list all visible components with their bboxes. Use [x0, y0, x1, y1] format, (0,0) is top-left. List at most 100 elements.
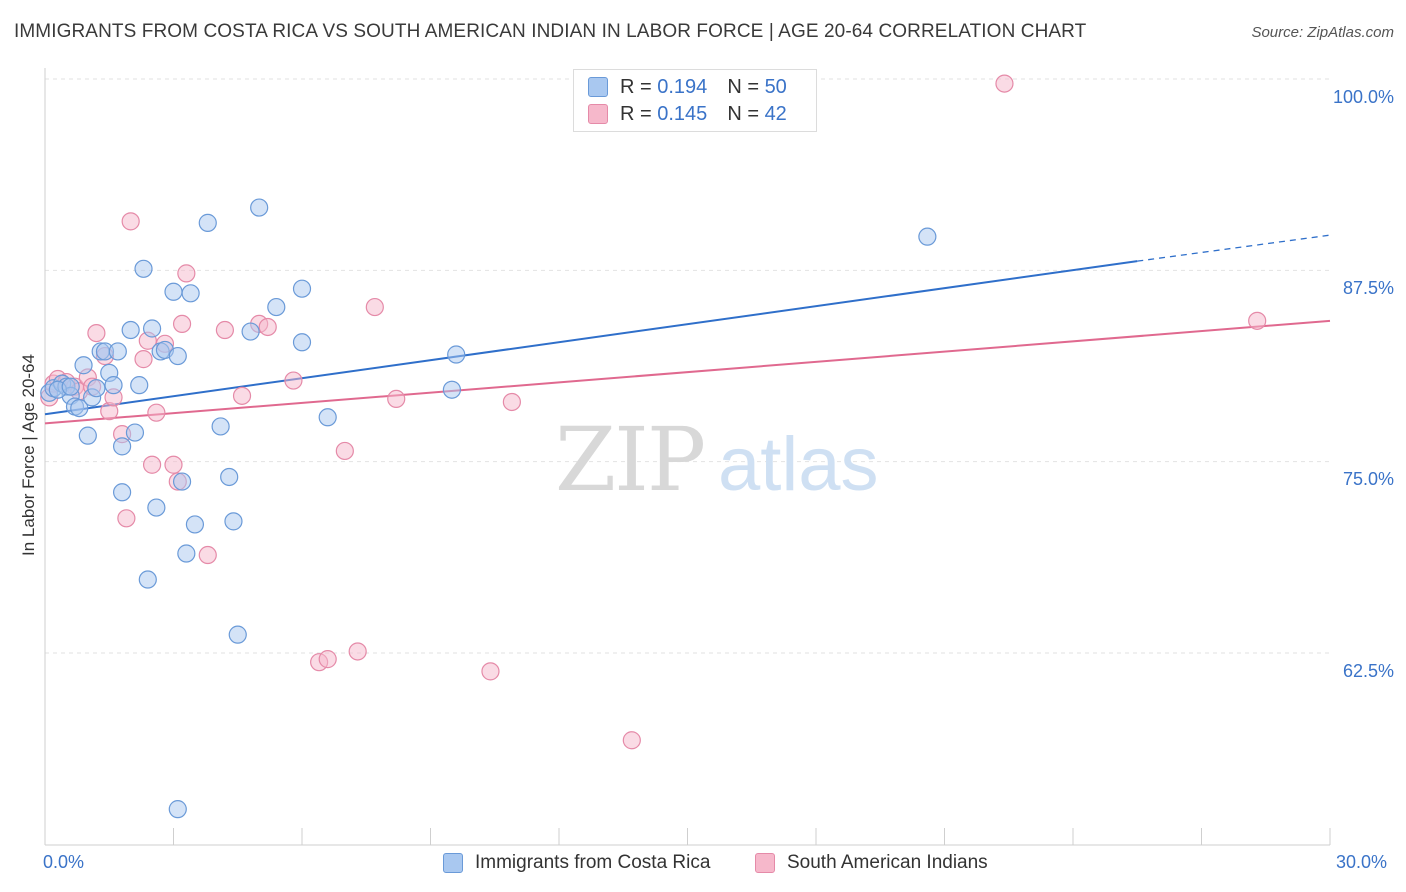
legend-n-label: N = — [727, 75, 759, 98]
data-point-costa-rica — [241, 322, 260, 341]
trend-line-costa-rica — [44, 260, 1138, 416]
data-point-south-american-indians — [142, 455, 162, 474]
data-point-costa-rica — [447, 345, 466, 364]
y-tick-62-5: 62.5% — [1342, 661, 1394, 681]
watermark-zip: ZIP — [555, 408, 704, 511]
data-point-south-american-indians — [172, 314, 192, 334]
data-point-costa-rica — [138, 570, 157, 589]
data-point-south-american-indians — [365, 297, 384, 317]
legend-row-pink: R = 0.145 N = 42 — [588, 102, 787, 126]
data-point-costa-rica — [164, 282, 183, 301]
data-point-costa-rica — [918, 227, 937, 246]
data-point-south-american-indians — [177, 264, 196, 283]
data-point-costa-rica — [78, 426, 97, 445]
legend-row-blue: R = 0.194 N = 50 — [588, 75, 787, 99]
data-point-costa-rica — [211, 417, 230, 436]
data-point-costa-rica — [224, 512, 243, 531]
trend-lines — [44, 234, 1331, 425]
data-point-costa-rica — [147, 498, 166, 517]
stats-legend: R = 0.194 N = 50 R = 0.145 N = 42 — [573, 69, 817, 132]
data-point-costa-rica — [112, 483, 132, 502]
data-point-south-american-indians — [258, 317, 277, 337]
data-point-costa-rica — [220, 467, 239, 487]
data-point-south-american-indians — [335, 441, 354, 461]
data-point-costa-rica — [172, 472, 192, 491]
data-point-costa-rica — [185, 515, 205, 534]
data-point-costa-rica — [267, 297, 286, 317]
legend-swatch-pink — [588, 104, 608, 124]
data-point-costa-rica — [442, 380, 462, 399]
bottom-legend-label: Immigrants from Costa Rica — [475, 852, 711, 873]
data-point-costa-rica — [318, 408, 337, 427]
data-point-south-american-indians — [121, 212, 140, 231]
y-tick-87-5: 87.5% — [1342, 278, 1394, 298]
x-tick-min: 0.0% — [43, 852, 85, 872]
data-point-south-american-indians — [481, 662, 500, 681]
data-point-south-american-indians — [995, 74, 1014, 93]
data-point-south-american-indians — [117, 509, 136, 528]
data-point-south-american-indians — [348, 642, 367, 661]
legend-r-label: R = — [620, 102, 652, 125]
data-point-south-american-indians — [284, 371, 303, 390]
series-immigrants-from-costa-rica — [40, 198, 937, 819]
data-point-costa-rica — [104, 376, 123, 395]
chart-source: Source: ZipAtlas.com — [1251, 24, 1394, 41]
data-point-costa-rica — [70, 398, 89, 418]
data-point-costa-rica — [142, 319, 162, 338]
watermark-atlas: atlas — [718, 422, 879, 507]
data-point-costa-rica — [177, 544, 196, 563]
axes — [44, 68, 1331, 846]
data-point-south-american-indians — [198, 545, 217, 565]
data-point-south-american-indians — [215, 320, 234, 340]
data-point-costa-rica — [130, 376, 149, 395]
data-point-costa-rica — [121, 320, 140, 340]
data-point-costa-rica — [168, 800, 187, 819]
data-point-costa-rica — [168, 346, 187, 366]
legend-r-label: R = — [620, 75, 652, 98]
legend-r-value: 0.194 — [657, 75, 708, 98]
data-point-south-american-indians — [1248, 311, 1267, 330]
data-point-south-american-indians — [502, 392, 521, 412]
data-point-south-american-indians — [87, 323, 106, 343]
data-point-south-american-indians — [147, 403, 166, 422]
gridlines — [45, 78, 1330, 654]
data-point-south-american-indians — [318, 650, 337, 669]
y-tick-100: 100.0% — [1332, 87, 1394, 107]
watermark: ZIP atlas — [555, 408, 879, 511]
bottom-legend-label: South American Indians — [787, 852, 988, 873]
legend-r-value: 0.145 — [657, 102, 708, 125]
data-point-costa-rica — [250, 198, 269, 217]
data-point-south-american-indians — [164, 455, 183, 474]
legend-n-value: 42 — [764, 102, 787, 125]
chart-title: IMMIGRANTS FROM COSTA RICA VS SOUTH AMER… — [14, 21, 1087, 42]
data-point-south-american-indians — [387, 389, 406, 409]
bottom-legend-item-costa-rica: Immigrants from Costa Rica — [443, 852, 710, 874]
data-point-south-american-indians — [134, 350, 153, 369]
trend-line-south-american-indians — [44, 319, 1331, 425]
legend-n-label: N = — [727, 102, 759, 125]
data-point-south-american-indians — [622, 731, 641, 750]
data-point-south-american-indians — [232, 386, 252, 405]
bottom-legend-swatch-pink — [755, 853, 775, 873]
data-point-costa-rica — [74, 356, 93, 375]
data-point-costa-rica — [292, 333, 312, 352]
data-point-costa-rica — [61, 377, 80, 396]
trend-line-costa-rica-extension — [1137, 234, 1331, 262]
legend-n-value: 50 — [764, 75, 787, 98]
data-point-costa-rica — [228, 625, 247, 644]
legend-swatch-blue — [588, 77, 608, 97]
y-axis-label: In Labor Force | Age 20-64 — [19, 354, 38, 556]
data-point-costa-rica — [181, 284, 200, 303]
y-tick-75: 75.0% — [1342, 469, 1394, 489]
data-point-costa-rica — [134, 259, 153, 278]
data-point-costa-rica — [87, 379, 106, 398]
bottom-legend-swatch-blue — [443, 853, 463, 873]
data-point-costa-rica — [112, 437, 132, 456]
data-point-costa-rica — [292, 279, 312, 298]
data-point-costa-rica — [125, 423, 145, 442]
bottom-legend-item-south-american-indians: South American Indians — [755, 852, 988, 874]
x-tick-max: 30.0% — [1336, 852, 1388, 872]
data-point-costa-rica — [198, 213, 217, 232]
data-point-costa-rica — [108, 342, 127, 361]
